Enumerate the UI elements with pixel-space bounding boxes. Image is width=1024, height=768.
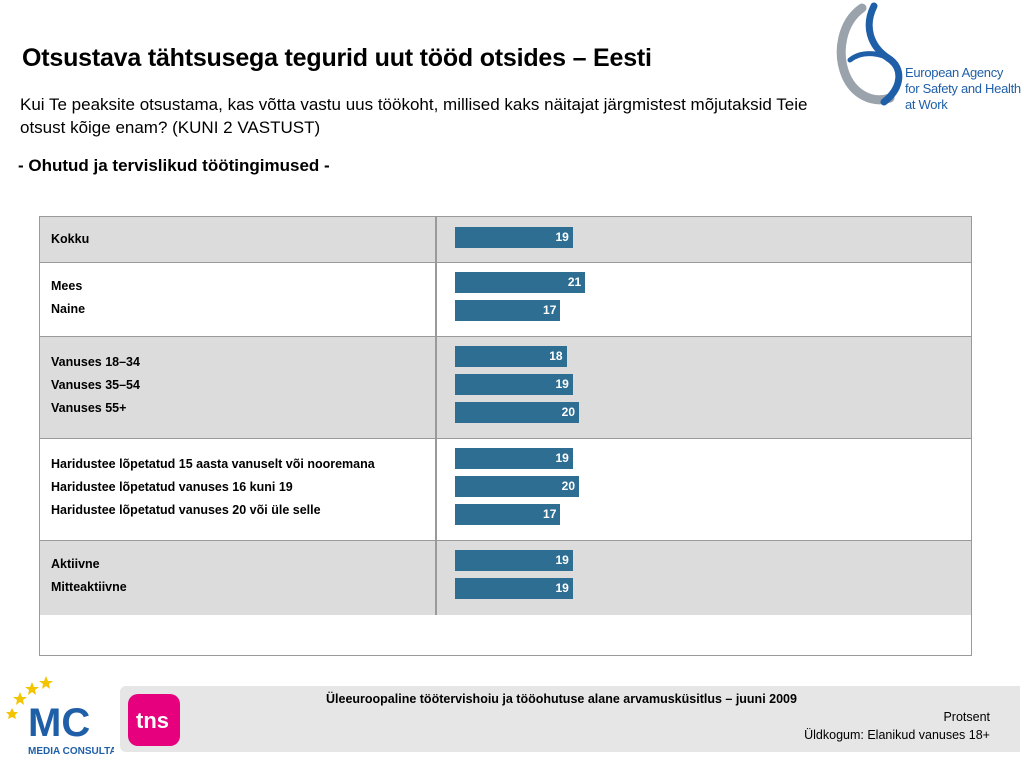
bar-value-label: 19 — [555, 581, 569, 595]
bar: 21 — [455, 272, 586, 293]
category-label: Vanuses 35–54 — [51, 378, 140, 392]
bar: 19 — [455, 374, 573, 395]
bar-value-label: 20 — [561, 479, 575, 493]
column-divider — [435, 263, 437, 336]
bar-value-label: 19 — [555, 230, 569, 244]
eu-agency-logo-line: European Agency — [905, 65, 1004, 80]
bar-chart: Kokku 19 Mees 21 Naine 17 Vanuses 18–34 18 Vanus… — [39, 216, 972, 656]
chart-group: Vanuses 18–34 18 Vanuses 35–54 19 Vanuses 55… — [40, 337, 971, 439]
category-label: Vanuses 55+ — [51, 401, 127, 415]
bar: 17 — [455, 300, 561, 321]
category-label: Aktiivne — [51, 556, 100, 571]
column-divider — [435, 217, 437, 262]
bar-value-label: 19 — [555, 377, 569, 391]
category-label: Mitteaktiivne — [51, 579, 127, 594]
bar-value-label: 17 — [543, 507, 557, 521]
eu-agency-logo-line: for Safety and Health — [905, 81, 1021, 96]
bar-value-label: 19 — [555, 553, 569, 567]
bar: 20 — [455, 402, 579, 423]
footer-unit: Protsent — [943, 710, 990, 724]
bar-value-label: 19 — [555, 451, 569, 465]
eu-agency-ribbon-icon — [836, 2, 903, 106]
column-divider — [435, 337, 437, 438]
chart-group: Kokku 19 — [40, 217, 971, 263]
chart-group: Aktiivne 19 Mitteaktiivne 19 — [40, 541, 971, 615]
bar-value-label: 18 — [549, 349, 563, 363]
chart-group: Mees 21 Naine 17 — [40, 263, 971, 337]
footer-survey-title: Üleeuroopaline töötervishoiu ja tööohutu… — [326, 692, 797, 706]
media-consulta-logo: MC MEDIA CONSULTA — [6, 672, 117, 760]
bar: 19 — [455, 448, 573, 469]
bar: 17 — [455, 504, 561, 525]
bar: 19 — [455, 550, 573, 571]
bar: 19 — [455, 227, 573, 248]
stars-icon — [6, 676, 53, 719]
bar: 19 — [455, 578, 573, 599]
survey-question: Kui Te peaksite otsustama, kas võtta vas… — [20, 95, 808, 137]
eu-agency-logo — [832, 2, 1022, 120]
bar-value-label: 17 — [543, 303, 557, 317]
bar: 20 — [455, 476, 579, 497]
media-consulta-logo-text: MEDIA CONSULTA — [28, 746, 114, 757]
category-label: Haridustee lõpetatud vanuses 16 kuni 19 — [51, 480, 293, 494]
column-divider — [435, 439, 437, 540]
bar-value-label: 20 — [561, 405, 575, 419]
chart-subtitle: - Ohutud ja tervislikud töötingimused - — [18, 156, 330, 175]
tns-logo: tns — [124, 692, 184, 748]
bar: 18 — [455, 346, 567, 367]
category-label: Mees — [51, 278, 83, 293]
category-label: Haridustee lõpetatud 15 aasta vanuselt v… — [51, 457, 375, 471]
category-label: Haridustee lõpetatud vanuses 20 või üle … — [51, 503, 321, 517]
category-label: Kokku — [51, 232, 90, 246]
eu-agency-logo-text: European Agency for Safety and Health at… — [905, 65, 1021, 113]
footer-base: Üldkogum: Elanikud vanuses 18+ — [804, 728, 990, 742]
column-divider — [435, 541, 437, 615]
bar-value-label: 21 — [567, 275, 582, 289]
tns-logo-text: tns — [136, 708, 169, 733]
category-label: Naine — [51, 301, 86, 316]
eu-agency-logo-line: at Work — [905, 97, 948, 112]
category-label: Vanuses 18–34 — [51, 355, 140, 369]
mc-logo-mark: MC — [28, 701, 90, 745]
footer-band — [120, 686, 1020, 752]
chart-group: Haridustee lõpetatud 15 aasta vanuselt v… — [40, 439, 971, 541]
page-title: Otsustava tähtsusega tegurid uut tööd ot… — [22, 44, 652, 72]
